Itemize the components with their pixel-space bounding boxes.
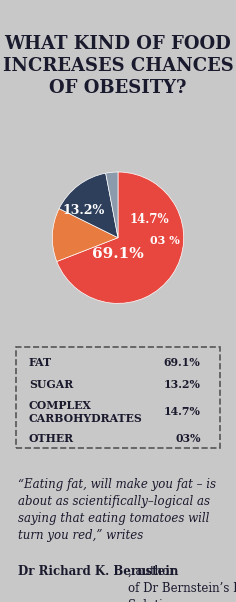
Text: FAT: FAT — [29, 357, 52, 368]
Text: COMPLEX
CARBOHYDRATES: COMPLEX CARBOHYDRATES — [29, 400, 143, 424]
Text: SUGAR: SUGAR — [29, 379, 73, 390]
Wedge shape — [59, 173, 118, 238]
Text: OTHER: OTHER — [29, 433, 74, 444]
Wedge shape — [52, 209, 118, 261]
Text: 03%: 03% — [175, 433, 201, 444]
Text: WHAT KIND OF FOOD
INCREASES CHANCES
OF OBESITY?: WHAT KIND OF FOOD INCREASES CHANCES OF O… — [3, 35, 233, 98]
FancyBboxPatch shape — [16, 347, 220, 448]
Wedge shape — [57, 172, 184, 303]
Text: 13.2%: 13.2% — [164, 379, 201, 390]
Text: “Eating fat, will make you fat – is
about as scientifically–logical as
saying th: “Eating fat, will make you fat – is abou… — [18, 478, 216, 559]
Text: 69.1%: 69.1% — [164, 357, 201, 368]
Text: 14.7%: 14.7% — [130, 213, 169, 226]
Text: 14.7%: 14.7% — [164, 406, 201, 417]
Text: 69.1%: 69.1% — [92, 247, 144, 261]
Text: , author
of Dr Bernstein’s Diabetes
Solution,: , author of Dr Bernstein’s Diabetes Solu… — [128, 565, 236, 602]
Wedge shape — [106, 172, 118, 238]
Text: Dr Richard K. Bernstein: Dr Richard K. Bernstein — [18, 565, 178, 578]
Text: 03 %: 03 % — [150, 235, 180, 246]
Text: 13.2%: 13.2% — [63, 203, 105, 217]
